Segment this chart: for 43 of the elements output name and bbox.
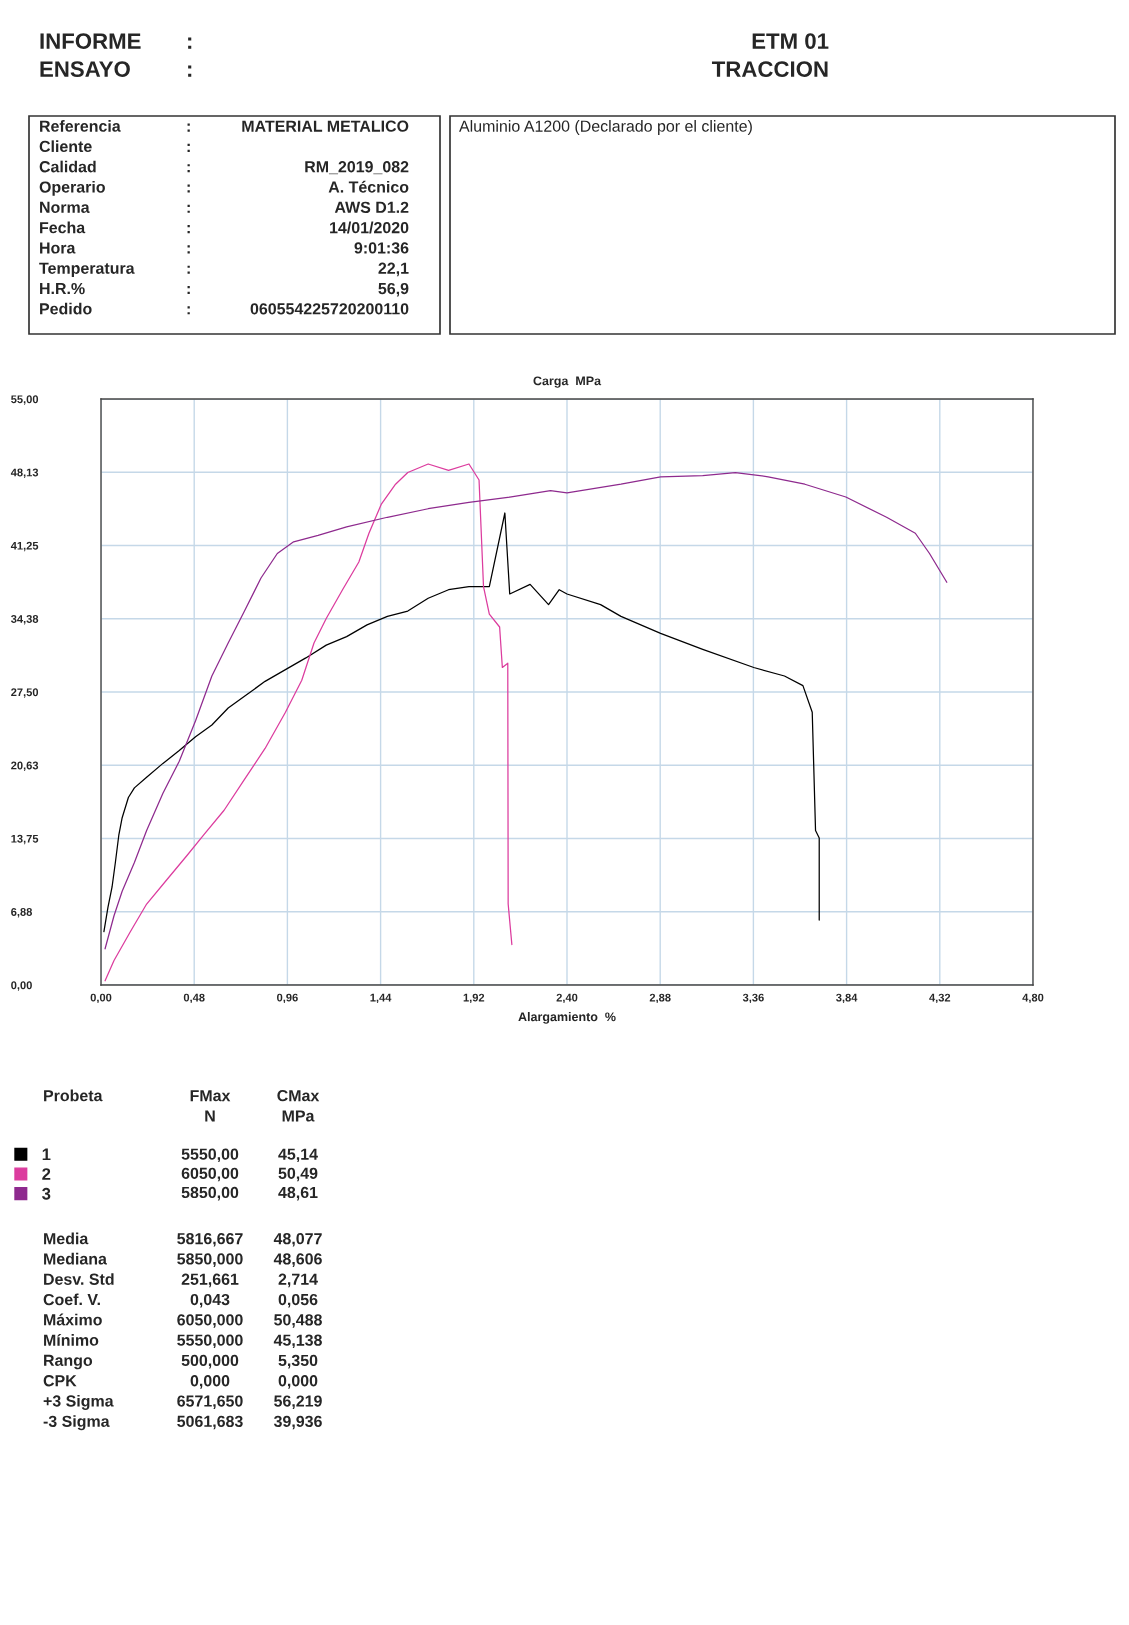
- text: Probeta: [44, 1089, 103, 1102]
- text: : :: [188, 37, 192, 77]
- x-tick-label: 4,80: [1022, 993, 1044, 1004]
- y-tick-label: 27,50: [11, 688, 39, 698]
- text: INFORME ENSAYO: [40, 33, 141, 77]
- text: MATERIAL METALICO RM_2019_082 A. Técnico AWS D1.2 14/01/2020 9:01:36 22,1 56,9 060554225720200110: [242, 120, 409, 315]
- y-tick-label: 6,88: [11, 908, 33, 918]
- text: 5816,667 5850,000 251,661 0,043 6050,000 5550,000 500,000 0,000 6571,650 5061,683: [177, 1232, 243, 1430]
- y-tick-label: 0,00: [11, 981, 32, 991]
- line-series: [104, 463, 513, 982]
- text: Media Mediana Desv. Std Coef. V. Máximo Mínimo Rango CPK +3 Sigma -3 Sigma: [43, 1232, 114, 1431]
- x-tick-label: 2,88: [649, 993, 671, 1004]
- text: ETM 01 TRACCION: [711, 33, 829, 77]
- text: Referencia Cliente Calidad Operario Norma Fecha Hora Temperatura H.R.% Pedido: [39, 120, 135, 315]
- text: 48,077 48,606 2,714 0,056 50,488 45,138 5,350 0,000 56,219 39,936: [273, 1232, 322, 1430]
- line-series: [103, 512, 820, 933]
- x-tick-label: 0,48: [183, 993, 205, 1004]
- y-tick-label: 13,75: [11, 834, 39, 845]
- x-tick-label: 2,40: [556, 993, 578, 1004]
- text: 5550,00 6050,00 5850,00: [181, 1148, 239, 1201]
- x-tick-label: 1,44: [370, 993, 392, 1004]
- y-tick-label: 48,13: [10, 468, 39, 478]
- x-axis-title: Alargamiento %: [518, 1012, 616, 1024]
- y-tick-label: 41,25: [10, 541, 39, 552]
- legend-label: 3: [42, 1187, 51, 1200]
- legend-label: 2: [42, 1168, 51, 1180]
- text: : : : : : : : : : :: [187, 123, 190, 315]
- text: FMax N: [190, 1090, 231, 1122]
- x-tick-label: 3,36: [742, 993, 764, 1004]
- y-tick-label: 20,63: [11, 761, 39, 771]
- x-tick-label: 0,96: [277, 993, 298, 1004]
- line-series: [104, 471, 948, 950]
- text: CMax MPa: [277, 1089, 320, 1122]
- x-tick-label: 3,84: [836, 993, 858, 1004]
- x-tick-label: 0,00: [90, 993, 112, 1004]
- x-tick-label: 1,92: [463, 993, 485, 1004]
- legend-label: 1: [42, 1148, 51, 1161]
- x-tick-label: 4,32: [929, 993, 951, 1004]
- y-tick-label: 55,00: [11, 395, 39, 405]
- chart-title: Carga MPa: [533, 376, 602, 388]
- text: 45,14 50,49 48,61: [278, 1148, 318, 1201]
- y-tick-label: 34,38: [10, 615, 39, 625]
- text: Aluminio A1200 (Declarado por el cliente): [459, 120, 752, 135]
